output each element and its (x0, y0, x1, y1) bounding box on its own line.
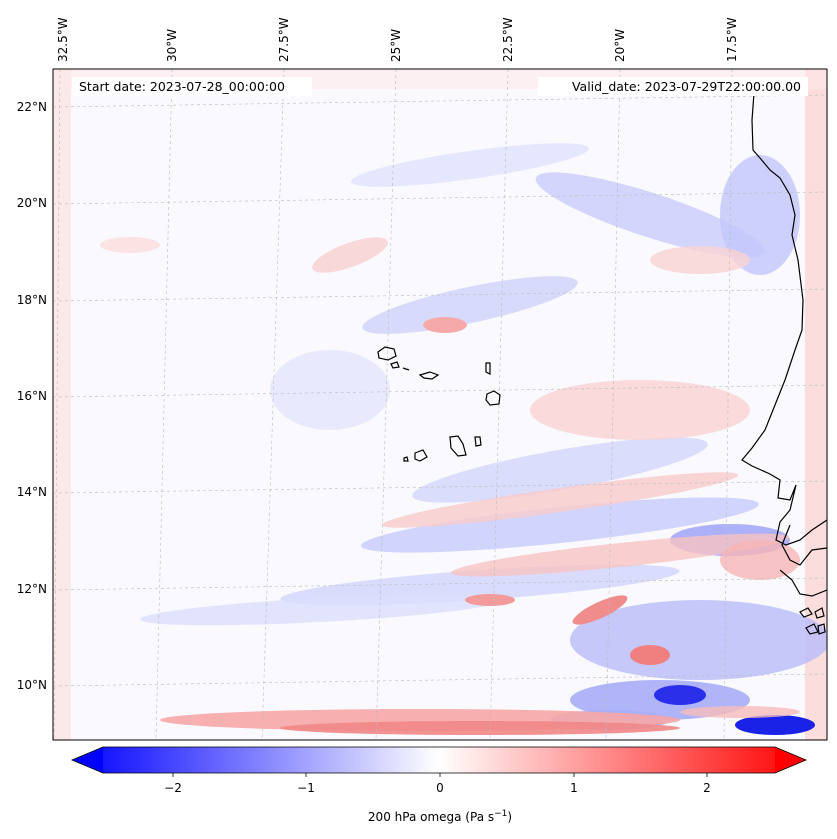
island-sao-nicolau (418, 371, 440, 380)
africa-coast-south (781, 524, 827, 566)
island-brava (403, 456, 409, 462)
bijagos-4 (817, 623, 826, 635)
colorbar: −2 −1 0 1 2 200 hPa omega (Pa s−1) (70, 746, 808, 824)
lat-label: 20°N (17, 196, 47, 210)
africa-coast-guinea (779, 569, 827, 597)
map-frame (52, 68, 828, 741)
colorbar-tick-label: 1 (570, 781, 578, 795)
africa-coast (741, 79, 827, 546)
colorbar-tick-label: 2 (703, 781, 711, 795)
colorbar-title: 200 hPa omega (Pa s−1) (368, 809, 512, 824)
island-fogo (414, 449, 428, 462)
island-sao-vicente (390, 361, 400, 369)
valid-date-label: Valid_date: 2023-07-29T22:00:00.00 (572, 79, 801, 94)
valid-date-box (538, 77, 808, 96)
lat-label: 22°N (17, 100, 47, 114)
colorbar-tick-label: −2 (164, 781, 182, 795)
lat-label: 10°N (17, 678, 47, 692)
lon-label: 20°W (613, 29, 627, 62)
island-santo-antao (377, 346, 397, 361)
lon-label: 32.5°W (56, 17, 70, 62)
colorbar-low-extend (72, 747, 103, 773)
colorbar-tick-label: −1 (297, 781, 315, 795)
lon-label: 27.5°W (277, 17, 291, 62)
colorbar-tick-label: 0 (436, 781, 444, 795)
graticule (53, 69, 827, 740)
lat-label: 12°N (17, 582, 47, 596)
longitude-labels: 32.5°W 30°W 27.5°W 25°W 22.5°W 20°W 17.5… (56, 17, 739, 62)
lat-label: 14°N (17, 485, 47, 499)
island-santiago (449, 435, 467, 457)
bijagos-3 (805, 623, 819, 635)
lon-label: 17.5°W (725, 17, 739, 62)
island-boa-vista (485, 390, 501, 406)
island-sal (485, 362, 491, 375)
lon-label: 25°W (389, 29, 403, 62)
island-santa-luzia (402, 367, 410, 371)
colorbar-outline (70, 746, 808, 774)
colorbar-high-extend (775, 747, 806, 773)
lon-label: 30°W (165, 29, 179, 62)
colorbar-body (72, 747, 806, 773)
colorbar-ticks (172, 773, 708, 777)
coastlines (377, 79, 827, 635)
lat-label: 16°N (17, 389, 47, 403)
lat-label: 18°N (17, 293, 47, 307)
start-date-box (72, 77, 312, 96)
lon-label: 22.5°W (501, 17, 515, 62)
island-maio (474, 436, 482, 447)
bijagos-2 (814, 607, 825, 619)
map-panel: Start date: 2023-07-28_00:00:00 Valid_da… (52, 68, 828, 741)
bijagos-1 (799, 607, 813, 618)
latitude-labels: 22°N 20°N 18°N 16°N 14°N 12°N 10°N (17, 100, 47, 692)
start-date-label: Start date: 2023-07-28_00:00:00 (79, 79, 285, 94)
